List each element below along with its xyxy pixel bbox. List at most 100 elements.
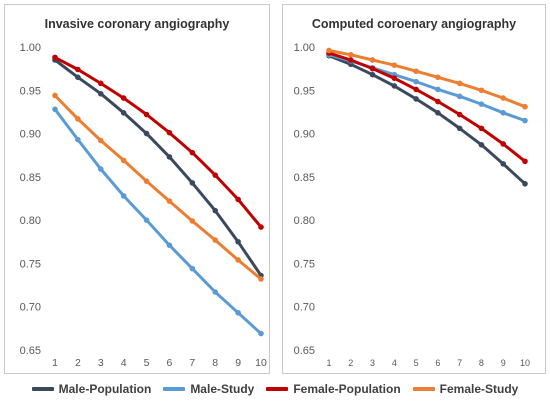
series-line-female-population (327, 51, 527, 163)
data-point-male-study (75, 136, 81, 143)
data-point-female-study (478, 87, 485, 94)
y-tick-label: 0.75 (294, 258, 315, 270)
x-tick-label: 2 (348, 358, 353, 368)
data-point-female-population (435, 98, 441, 105)
x-tick-label: 4 (121, 357, 127, 369)
data-point-female-population (347, 57, 354, 63)
x-tick-label: 9 (235, 357, 241, 369)
data-point-male-study (143, 217, 150, 223)
x-tick-label: 5 (414, 358, 419, 368)
y-tick-label: 0.65 (20, 345, 41, 357)
x-tick-label: 10 (255, 357, 267, 369)
legend-swatch (163, 387, 186, 391)
x-tick-label: 6 (167, 357, 173, 369)
y-tick-label: 0.65 (294, 345, 315, 357)
data-point-female-population (391, 75, 398, 81)
data-point-female-study (97, 137, 104, 144)
chart-panel-computed: Computed coroenary angiography 0.65 0.70 0… (282, 4, 546, 374)
data-point-male-population (235, 238, 241, 245)
data-point-male-study (212, 289, 219, 295)
data-point-female-population (456, 111, 463, 118)
series-line-male-study (327, 53, 527, 123)
data-point-female-population (258, 224, 264, 230)
x-tick-label: 1 (52, 357, 58, 369)
data-point-female-population (189, 149, 196, 156)
y-tick-label: 0.75 (20, 258, 41, 270)
data-point-male-population (189, 180, 196, 186)
x-tick-label: 7 (189, 357, 195, 369)
y-tick-label: 0.80 (20, 215, 41, 227)
series-line-female-study (53, 94, 263, 281)
data-point-male-study (522, 117, 528, 124)
data-point-male-study (166, 242, 173, 249)
data-point-female-population (120, 95, 127, 101)
data-point-female-study (166, 198, 173, 204)
legend-label: Female-Study (439, 382, 519, 396)
x-tick-label: 2 (75, 357, 81, 369)
chart-plot-invasive: 0.65 0.70 0.75 0.80 0.85 0.90 0.95 1.00 1 2 3 4 5 6 7 8… (20, 42, 267, 369)
data-point-male-study (258, 330, 264, 337)
data-point-female-study (326, 47, 332, 54)
data-point-female-study (522, 103, 528, 110)
data-point-female-study (369, 57, 376, 63)
data-point-female-study (212, 237, 219, 243)
data-point-male-population (478, 142, 485, 148)
y-tick-label: 0.70 (20, 302, 41, 314)
y-tick-label: 0.95 (20, 85, 41, 97)
chart-title: Invasive coronary angiography (44, 17, 230, 31)
data-point-female-population (478, 125, 485, 132)
x-tick-label: 1 (326, 358, 331, 368)
legend-swatch (31, 387, 54, 391)
legend-label: Female-Population (293, 382, 401, 396)
data-point-male-population (212, 207, 219, 214)
data-point-male-study (235, 309, 241, 316)
data-point-male-population (75, 74, 81, 81)
y-tick-label: 1.00 (20, 42, 41, 54)
data-point-female-population (235, 196, 241, 203)
data-point-male-study (120, 193, 127, 199)
legend-label: Male-Study (190, 382, 255, 396)
data-point-female-population (166, 129, 173, 136)
data-point-female-study (75, 116, 81, 122)
series-line-female-study (327, 49, 527, 109)
y-tick-label: 0.95 (294, 85, 315, 97)
legend-item-male-population: Male-Population (31, 382, 151, 396)
data-point-female-population (212, 172, 219, 178)
data-point-male-population (143, 130, 150, 137)
series-line-male-population (327, 54, 527, 186)
data-point-female-study (120, 157, 127, 164)
x-tick-label: 10 (520, 358, 530, 368)
y-tick-label: 0.90 (20, 129, 41, 141)
data-point-female-study (391, 62, 398, 68)
series-line-male-study (53, 107, 263, 336)
data-point-female-study (189, 218, 196, 224)
x-tick-label: 7 (457, 358, 462, 368)
data-point-female-population (522, 158, 528, 165)
data-point-female-study (456, 80, 463, 87)
data-point-male-study (189, 265, 196, 272)
data-point-female-study (143, 178, 150, 184)
legend-swatch (266, 387, 289, 391)
data-point-male-population (413, 96, 419, 102)
data-point-male-population (522, 180, 528, 187)
x-tick-label: 8 (212, 357, 218, 369)
data-point-female-population (369, 65, 376, 72)
data-point-male-population (120, 109, 127, 116)
data-point-female-population (143, 111, 150, 118)
x-tick-label: 5 (144, 357, 150, 369)
y-tick-label: 0.70 (294, 302, 315, 314)
data-point-male-study (456, 93, 463, 100)
data-point-male-population (391, 83, 398, 89)
y-tick-label: 0.80 (294, 215, 315, 227)
x-tick-label: 4 (392, 358, 397, 368)
data-point-female-study (258, 276, 264, 282)
data-point-male-study (500, 109, 507, 116)
data-point-male-population (500, 161, 507, 167)
x-tick-label: 3 (370, 358, 375, 368)
data-point-male-population (369, 71, 376, 78)
data-point-female-study (435, 74, 441, 81)
data-point-female-population (413, 86, 419, 93)
chart-plot-computed: 0.65 0.70 0.75 0.80 0.85 0.90 0.95 1.00 1 2 3 4 5 6 7 8… (294, 42, 530, 368)
data-point-female-study (347, 51, 354, 58)
data-point-male-population (166, 154, 173, 160)
